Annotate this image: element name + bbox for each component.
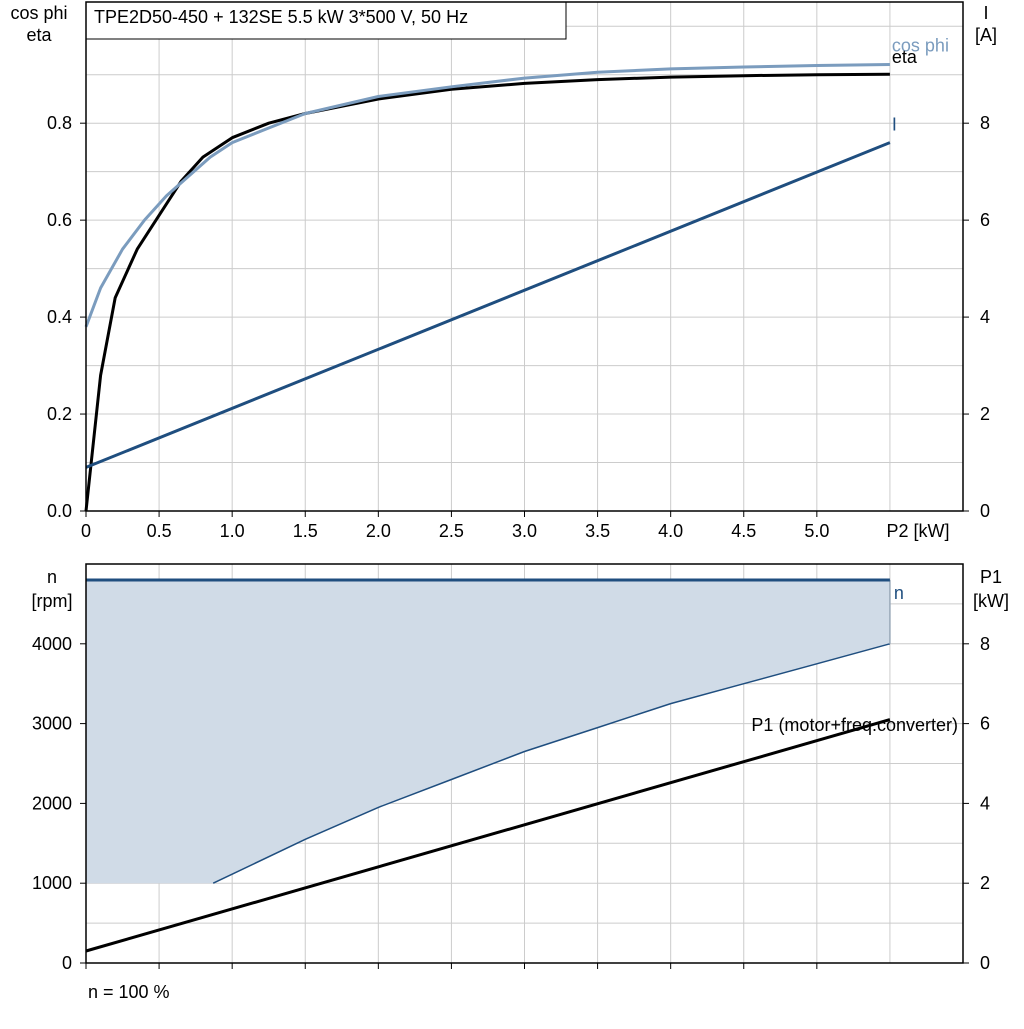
chart-title: TPE2D50-450 + 132SE 5.5 kW 3*500 V, 50 H… — [94, 7, 468, 27]
series-label-eta: eta — [892, 47, 918, 67]
top-left-tick-label: 0.0 — [47, 501, 72, 521]
operating-area — [86, 579, 890, 884]
top-right-tick-label: 4 — [980, 307, 990, 327]
bottom-left-tick-label: 2000 — [32, 793, 72, 813]
x-tick-label: 5.0 — [804, 521, 829, 541]
bottom-left-tick-label: 4000 — [32, 634, 72, 654]
operating-area-lower-boundary — [212, 643, 891, 884]
x-axis-label: P2 [kW] — [886, 521, 949, 541]
top-right-tick-label: 2 — [980, 404, 990, 424]
bottom-right-tick-label: 0 — [980, 953, 990, 973]
top-right-axis-label-line2: [A] — [975, 25, 997, 45]
footnote: n = 100 % — [88, 982, 170, 1002]
top-left-tick-label: 0.4 — [47, 307, 72, 327]
bottom-left-axis-label-line1: n — [47, 567, 57, 587]
series-line-eta — [84, 72, 890, 512]
bottom-left-tick-label: 0 — [62, 953, 72, 973]
bottom-left-axis-label-line2: [rpm] — [31, 591, 72, 611]
series-line-P1-motor-freq-converter- — [85, 718, 891, 953]
x-tick-label: 3.5 — [585, 521, 610, 541]
x-tick-label: 3.0 — [512, 521, 537, 541]
series-label-cos-phi: cos phi — [892, 36, 949, 56]
bottom-right-tick-label: 6 — [980, 714, 990, 734]
top-right-tick-label: 8 — [980, 113, 990, 133]
x-tick-label: 1.5 — [293, 521, 318, 541]
top-left-tick-label: 0.8 — [47, 113, 72, 133]
top-right-axis-label-line1: I — [983, 3, 988, 23]
top-left-tick-label: 0.2 — [47, 404, 72, 424]
series-label-I: I — [892, 115, 897, 135]
bottom-right-axis-label-line2: [kW] — [973, 591, 1009, 611]
series-label-n: n — [894, 583, 904, 603]
bottom-right-tick-label: 2 — [980, 873, 990, 893]
bottom-left-tick-label: 1000 — [32, 873, 72, 893]
x-tick-label: 2.0 — [366, 521, 391, 541]
top-left-axis-label-line2: eta — [26, 25, 52, 45]
title-box — [85, 1, 567, 40]
top-right-tick-label: 0 — [980, 501, 990, 521]
top-right-tick-label: 6 — [980, 210, 990, 230]
bottom-left-tick-label: 3000 — [32, 714, 72, 734]
x-tick-label: 2.5 — [439, 521, 464, 541]
x-tick-label: 4.5 — [731, 521, 756, 541]
bottom-right-tick-label: 4 — [980, 793, 990, 813]
bottom-right-axis-label-line1: P1 — [980, 567, 1002, 587]
series-line-I — [85, 141, 891, 469]
series-line-cos-phi — [84, 63, 890, 328]
series-label-P1: P1 (motor+freq.converter) — [751, 715, 958, 735]
x-tick-label: 0.5 — [147, 521, 172, 541]
top-left-axis-label-line1: cos phi — [10, 3, 67, 23]
x-tick-label: 1.0 — [220, 521, 245, 541]
bottom-right-tick-label: 8 — [980, 634, 990, 654]
x-tick-label: 0 — [81, 521, 91, 541]
top-left-tick-label: 0.6 — [47, 210, 72, 230]
x-tick-label: 4.0 — [658, 521, 683, 541]
